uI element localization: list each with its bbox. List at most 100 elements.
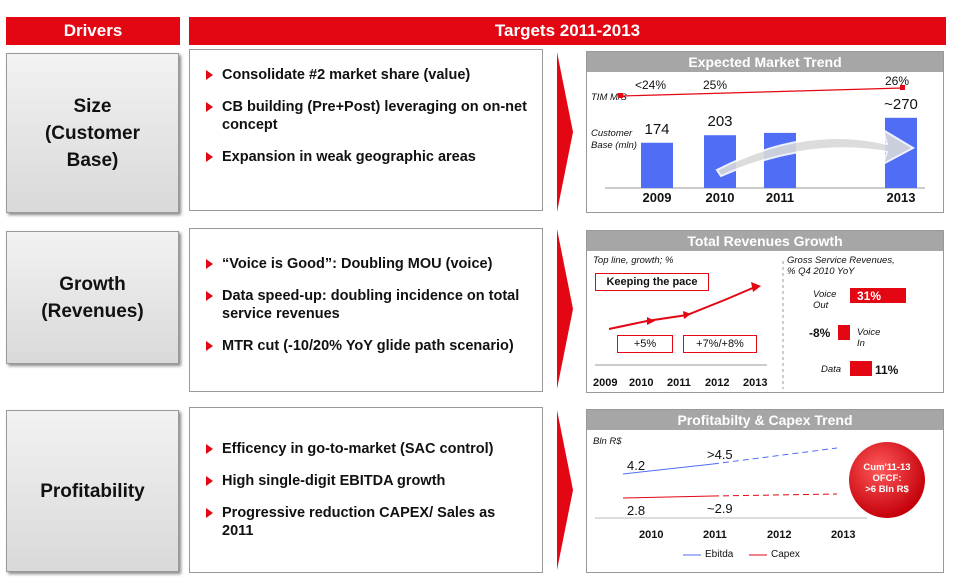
badge-line: Cum'11-13 [863, 462, 911, 473]
gsr-label: % Q4 2010 YoY [787, 266, 855, 277]
share-marker [900, 85, 905, 90]
share-label: 25% [703, 78, 728, 92]
item-label: In [857, 338, 865, 349]
year-label: 2009 [642, 190, 672, 205]
voice-in-value: -8% [809, 326, 831, 340]
growth-line [608, 286, 756, 330]
driver-line: Growth [59, 273, 126, 295]
cb-label: Base (mln) [591, 140, 637, 151]
driver-line: (Revenues) [41, 300, 144, 322]
year-label: 2011 [667, 377, 691, 389]
bullet: High single-digit EBITDA growth [204, 472, 528, 490]
arrow-head-icon [647, 317, 655, 325]
year-label: 2009 [593, 377, 618, 389]
chevron-right-icon [557, 410, 573, 570]
targets-size: Consolidate #2 market share (value) CB b… [189, 49, 543, 211]
profit-chart [595, 442, 925, 556]
data-bar [850, 361, 872, 376]
panel-title: Profitabilty & Capex Trend [587, 410, 943, 430]
badge-line: OFCF: [872, 473, 902, 484]
share-line [620, 87, 904, 97]
ebitda-value: >4.5 [707, 447, 733, 462]
unit-label: Bln R$ [593, 436, 622, 447]
market-trend-panel: Expected Market Trend TIM M/S <24% 25% 2… [586, 51, 944, 213]
bullet: Progressive reduction CAPEX/ Sales as 20… [204, 504, 528, 540]
capex-value: 2.8 [627, 503, 646, 518]
year-label: 2011 [703, 529, 727, 541]
year-label: 2012 [705, 377, 730, 389]
cb-label: Customer [591, 128, 633, 139]
capex-value: ~2.9 [707, 501, 733, 516]
voice-out-bar [850, 288, 906, 303]
panel-title: Expected Market Trend [587, 52, 943, 72]
year-label: 2010 [639, 529, 664, 541]
legend-ebitda: Ebitda [705, 549, 734, 560]
bullet: Expansion in weak geographic areas [204, 148, 528, 166]
item-label: Out [813, 300, 829, 311]
bullet: Efficency in go-to-market (SAC control) [204, 440, 528, 458]
customer-base-bar [641, 142, 673, 188]
top-line-label: Top line, growth; % [593, 255, 674, 266]
chevron-right-icon [557, 229, 573, 389]
share-marker [618, 93, 623, 98]
tim-ms-label: TIM M/S [591, 92, 627, 103]
customer-base-bar [704, 135, 736, 188]
ebitda-line [622, 463, 714, 475]
growth-badge: +5% [617, 335, 673, 353]
year-label: 2011 [765, 190, 795, 205]
bullet: “Voice is Good”: Doubling MOU (voice) [204, 255, 528, 273]
targets-growth: “Voice is Good”: Doubling MOU (voice) Da… [189, 228, 543, 392]
keeping-pace-badge: Keeping the pace [595, 273, 709, 291]
driver-line: Size [73, 95, 112, 117]
driver-growth: Growth (Revenues) [6, 231, 179, 364]
market-chart [605, 85, 925, 189]
targets-profitability: Efficency in go-to-market (SAC control) … [189, 407, 543, 573]
ofcf-badge-text: Cum'11-13 OFCF: >6 Bln R$ [851, 462, 923, 495]
trend-arrow-icon [715, 127, 916, 178]
capex-line [622, 495, 714, 499]
year-label: 2013 [831, 529, 856, 541]
profitability-panel: Profitabilty & Capex Trend Bln R$ 4.2 >4… [586, 409, 944, 573]
share-label: <24% [635, 78, 667, 92]
drivers-header: Drivers [6, 17, 180, 45]
item-label: Voice [857, 327, 881, 338]
targets-header: Targets 2011-2013 [189, 17, 946, 45]
revenue-chart [595, 261, 906, 389]
arrow-head-icon [683, 311, 691, 319]
arrow-head-icon [751, 282, 761, 292]
driver-profitability: Profitability [6, 410, 179, 572]
gross-service-label: Gross Service Revenues, % Q4 2010 YoY [787, 255, 895, 277]
bullet: CB building (Pre+Post) leveraging on on-… [204, 98, 528, 134]
panel-title: Total Revenues Growth [587, 231, 943, 251]
year-label: 2010 [629, 377, 654, 389]
badge-line: >6 Bln R$ [865, 484, 909, 495]
voice-in-label: Voice In [857, 327, 880, 349]
voice-in-bar [838, 325, 850, 340]
ofcf-badge [849, 442, 925, 518]
year-label: 2013 [886, 190, 916, 205]
bar-value-label: ~270 [884, 95, 918, 113]
ebitda-value: 4.2 [627, 458, 646, 473]
capex-dashed-line [712, 493, 838, 497]
driver-size: Size (Customer Base) [6, 53, 179, 213]
voice-out-label: Voice Out [813, 289, 836, 311]
driver-line: Profitability [40, 480, 145, 502]
growth-badge: +7%/+8% [683, 335, 757, 353]
voice-out-value: 31% [857, 289, 882, 303]
year-label: 2012 [767, 529, 792, 541]
gsr-label: Gross Service Revenues, [787, 255, 895, 266]
bar-value-label: 203 [707, 113, 733, 131]
data-value: 11% [875, 363, 899, 377]
driver-line: Base) [66, 149, 119, 171]
revenue-growth-panel: Total Revenues Growth Top line, growth; … [586, 230, 944, 393]
bullet: MTR cut (-10/20% YoY glide path scenario… [204, 337, 528, 355]
ebitda-dashed-line [712, 447, 838, 465]
bullet: Data speed-up: doubling incidence on tot… [204, 287, 528, 323]
customer-base-label: Customer Base (mln) [591, 128, 637, 152]
driver-line: (Customer [44, 122, 140, 144]
item-label: Voice [813, 289, 837, 300]
data-label: Data [821, 364, 842, 375]
legend-capex: Capex [771, 549, 800, 560]
chevron-right-icon [557, 52, 573, 212]
bar-value-label: 174 [644, 120, 670, 138]
